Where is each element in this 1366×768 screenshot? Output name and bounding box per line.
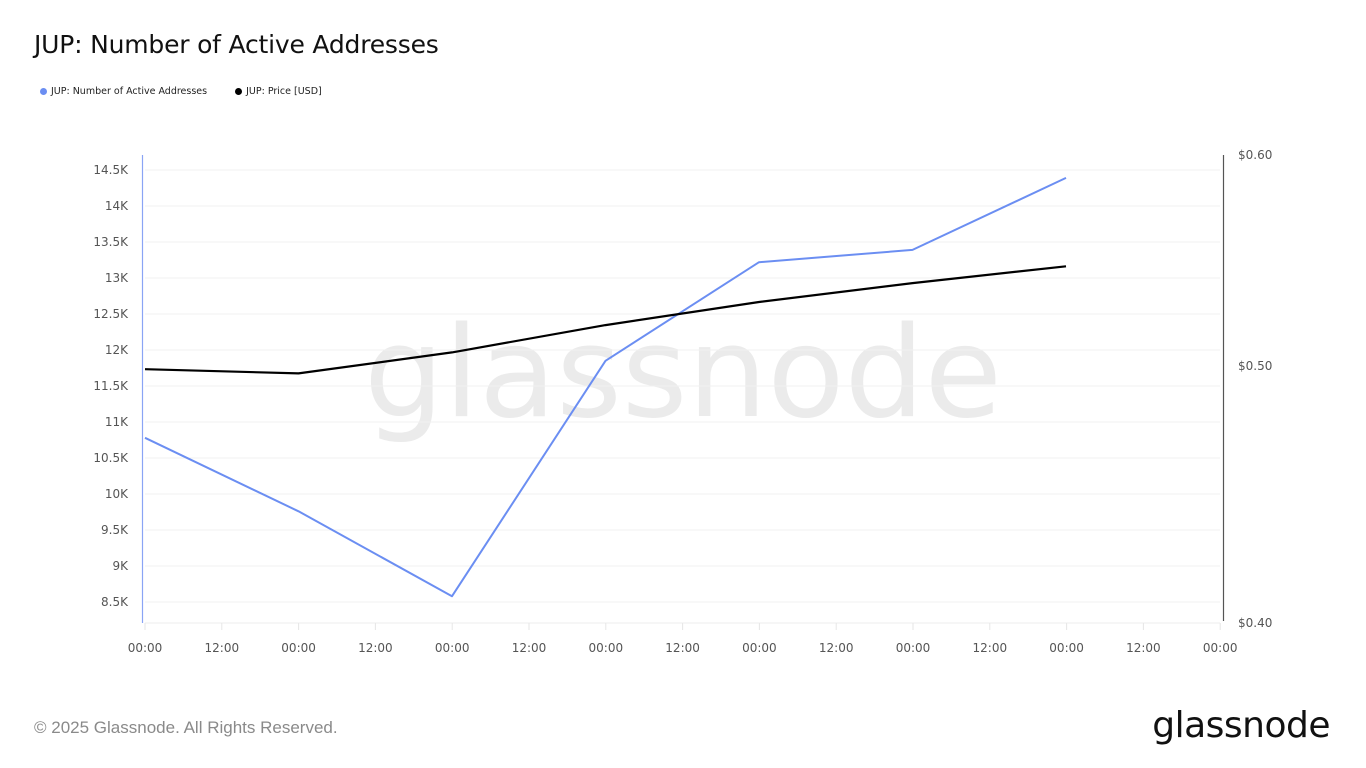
x-tick-label: 12:00 — [665, 641, 700, 655]
y-tick-label-left: 10.5K — [93, 451, 129, 465]
legend-item-price[interactable]: JUP: Price [USD] — [235, 86, 322, 97]
watermark: glassnode — [364, 299, 1002, 446]
y-tick-label-left: 13K — [105, 271, 129, 285]
legend-label: JUP: Price [USD] — [246, 86, 322, 97]
glassnode-logo: glassnode — [1152, 705, 1330, 746]
y-tick-label-left: 12.5K — [93, 307, 129, 321]
chart-plot: glassnode 8.5K 9K 9.5K 10K 10.5K 11K 11.5K 12K 12… — [93, 148, 1272, 655]
x-tick-label: 00:00 — [589, 641, 624, 655]
y-tick-label-right: $0.40 — [1238, 616, 1272, 630]
x-tick-label: 00:00 — [281, 641, 316, 655]
legend-item-active-addresses[interactable]: JUP: Number of Active Addresses — [40, 86, 207, 97]
y-tick-label-left: 8.5K — [101, 595, 129, 609]
x-tick-label: 12:00 — [1126, 641, 1161, 655]
legend: JUP: Number of Active Addresses JUP: Pri… — [40, 86, 322, 97]
x-tick-label: 00:00 — [742, 641, 777, 655]
y-tick-label-left: 9K — [112, 559, 129, 573]
x-tick-label: 00:00 — [896, 641, 931, 655]
y-tick-label-left: 11K — [105, 415, 129, 429]
y-tick-label-left: 14K — [105, 199, 129, 213]
y-tick-label-left: 14.5K — [93, 163, 129, 177]
x-tick-label: 12:00 — [358, 641, 393, 655]
x-tick-label: 12:00 — [205, 641, 240, 655]
x-tick-label: 12:00 — [512, 641, 547, 655]
x-tick-label: 00:00 — [1049, 641, 1084, 655]
price-line — [144, 265, 1067, 375]
y-tick-label-left: 9.5K — [101, 523, 129, 537]
x-tick-label: 00:00 — [1203, 641, 1238, 655]
y-tick-label-right: $0.50 — [1238, 359, 1272, 373]
chart-title: JUP: Number of Active Addresses — [34, 30, 439, 59]
legend-dot-icon — [235, 88, 243, 95]
y-tick-label-left: 13.5K — [93, 235, 129, 249]
x-tick-label: 12:00 — [819, 641, 854, 655]
x-tick-label: 00:00 — [128, 641, 163, 655]
legend-label: JUP: Number of Active Addresses — [51, 86, 208, 97]
y-tick-label-right: $0.60 — [1238, 148, 1272, 162]
y-tick-label-left: 12K — [105, 343, 129, 357]
legend-dot-icon — [40, 88, 47, 95]
y-tick-label-left: 11.5K — [93, 379, 129, 393]
x-tick-label: 12:00 — [973, 641, 1008, 655]
copyright-text: © 2025 Glassnode. All Rights Reserved. — [34, 718, 338, 737]
x-tick-label: 00:00 — [435, 641, 470, 655]
y-tick-label-left: 10K — [105, 487, 129, 501]
active-addresses-line — [144, 176, 1067, 598]
